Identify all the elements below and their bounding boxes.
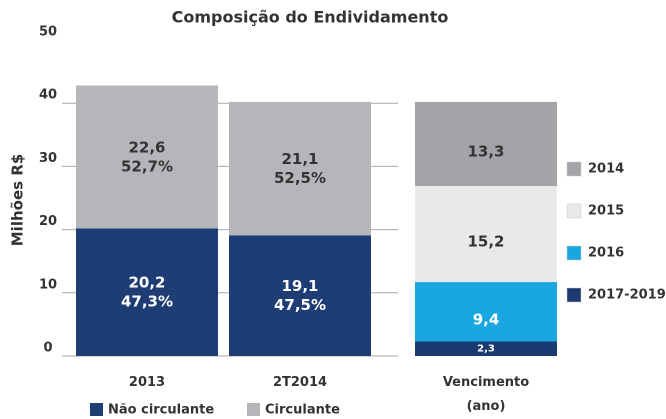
legend-swatch	[566, 245, 582, 261]
x-tick-label: 2013	[128, 375, 166, 390]
bar-segment	[229, 235, 371, 356]
legend-label: 2015	[588, 204, 624, 219]
legend-label: 2016	[588, 246, 624, 261]
bar-segment	[415, 282, 557, 342]
legend-swatch	[247, 403, 260, 416]
value-label: 15,2	[467, 233, 504, 251]
value-label: 19,1	[281, 277, 318, 295]
y-tick-label: 20	[39, 214, 57, 229]
bar-segment	[415, 341, 557, 356]
percent-label: 47,5%	[274, 296, 326, 314]
value-label: 22,6	[128, 138, 165, 156]
bar-segment	[415, 185, 557, 283]
x-tick-label: 2T2014	[272, 375, 328, 390]
y-tick-label: 50	[39, 25, 57, 40]
legend-swatch	[566, 203, 582, 219]
value-label: 13,3	[467, 142, 504, 160]
bar-segment	[229, 101, 371, 236]
value-label: 9,4	[473, 310, 500, 328]
legend-swatch	[90, 403, 103, 416]
bar-segment	[76, 85, 218, 229]
value-label: 2,3	[477, 344, 495, 355]
bar-segment	[415, 101, 557, 186]
percent-label: 47,3%	[121, 293, 173, 311]
percent-label: 52,5%	[274, 169, 326, 187]
y-tick-label: 30	[39, 151, 57, 166]
value-label: 21,1	[281, 150, 318, 168]
bar-segment	[76, 228, 218, 356]
chart-title: Composição do Endividamento	[172, 8, 449, 27]
legend-label: Circulante	[265, 403, 340, 418]
legend-label: Não circulante	[108, 403, 214, 418]
y-tick-label: 40	[39, 88, 57, 103]
y-axis-label: Milhões R$	[9, 154, 27, 247]
value-label: 20,2	[128, 274, 165, 292]
y-tick-label: 0	[43, 341, 52, 356]
percent-label: 52,7%	[121, 157, 173, 175]
legend-label: 2014	[588, 162, 624, 177]
legend-swatch	[566, 161, 582, 177]
x-tick-label: Vencimento (ano)	[442, 375, 530, 414]
y-tick-label: 10	[39, 277, 57, 292]
legend-label: 2017-2019	[588, 288, 666, 303]
legend-swatch	[566, 287, 582, 303]
